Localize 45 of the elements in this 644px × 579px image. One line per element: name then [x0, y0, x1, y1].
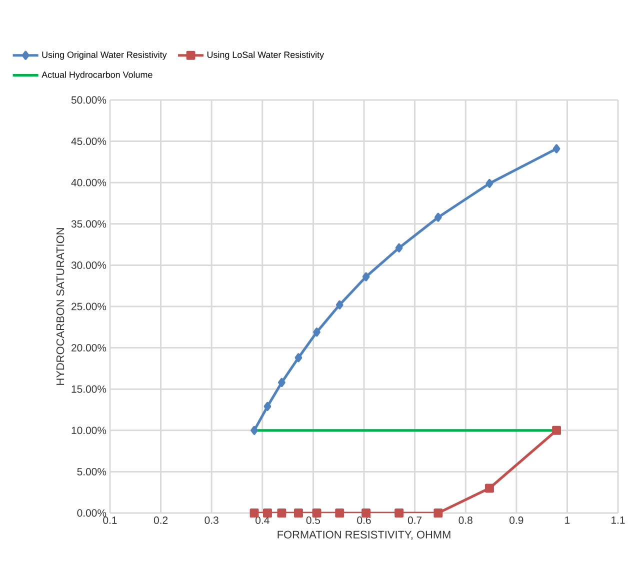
y-tick-label: 30.00% — [71, 262, 106, 269]
x-tick-label: 0.2 — [154, 516, 168, 524]
point — [313, 328, 320, 337]
point — [264, 402, 272, 411]
point — [552, 144, 560, 154]
y-tick-label: 15.00% — [72, 385, 106, 393]
point — [395, 243, 403, 252]
legend-label: Using Original Water Resistivity — [42, 51, 167, 60]
x-tick-label: 0.7 — [408, 516, 422, 524]
x-tick-label: 0.9 — [510, 516, 524, 524]
point — [486, 178, 494, 188]
x-tick-label: 0.1 — [103, 516, 117, 524]
y-axis-title: HYDROCARBON SATURATION — [56, 228, 64, 385]
x-tick-label: 1 — [565, 516, 570, 524]
legend-label: Using LoSal Water Resistivity — [207, 51, 324, 60]
point — [312, 508, 322, 518]
y-tick-label: 45.00% — [71, 138, 106, 146]
point — [552, 426, 562, 435]
x-tick-label: 0.3 — [204, 516, 218, 524]
y-tick-label: 5.00% — [77, 468, 106, 476]
x-axis-title: FORMATION RESISTIVITY, OHMM — [278, 530, 450, 540]
point — [394, 508, 404, 518]
y-tick-label: 20.00% — [72, 344, 106, 352]
y-tick-label: 35.00% — [71, 220, 106, 228]
point — [294, 353, 302, 362]
y-tick-label: 25.00% — [72, 302, 106, 310]
point — [485, 484, 494, 493]
point — [434, 212, 442, 222]
y-tick-label: 10.00% — [72, 426, 106, 434]
point — [263, 508, 272, 518]
y-tick-label: 40.00% — [71, 178, 106, 186]
y-tick-label: 0.00% — [77, 509, 106, 517]
point — [277, 508, 286, 518]
point — [250, 508, 259, 518]
legend-label: Actual Hydrocarbon Volume — [42, 71, 152, 80]
point — [250, 426, 258, 435]
y-tick-label: 50.00% — [71, 96, 106, 104]
point — [336, 300, 344, 310]
point — [294, 508, 303, 518]
x-tick-label: 1.1 — [612, 516, 625, 524]
x-tick-label: 0.8 — [458, 516, 472, 524]
point — [434, 508, 443, 518]
point — [335, 508, 344, 518]
point — [362, 272, 370, 282]
point — [278, 378, 286, 387]
